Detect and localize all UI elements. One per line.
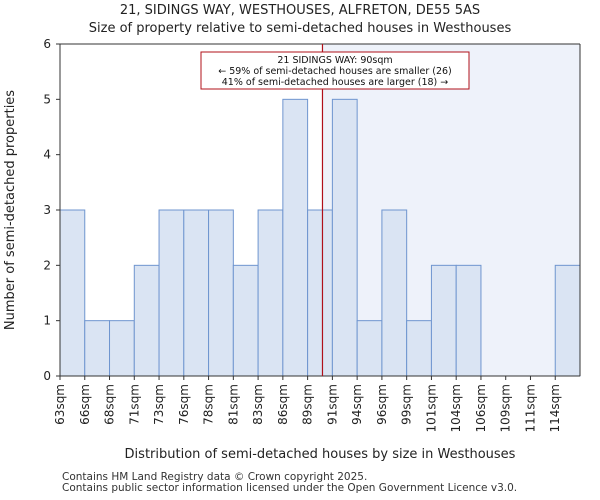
x-axis-label: Distribution of semi-detached houses by … <box>125 447 516 462</box>
x-tick-label: 81sqm <box>226 384 240 425</box>
footer-line-1: Contains HM Land Registry data © Crown c… <box>62 471 368 483</box>
histogram-bar <box>406 320 432 377</box>
y-axis-label: Number of semi-detached properties <box>3 90 18 330</box>
histogram-bar <box>158 209 185 377</box>
histogram-bar <box>331 98 358 377</box>
x-tick-label: 71sqm <box>127 384 141 425</box>
histogram-bar <box>282 98 309 377</box>
x-tick-label: 86sqm <box>276 384 290 425</box>
x-tick-label: 76sqm <box>177 384 191 425</box>
x-tick-label: 63sqm <box>53 384 67 425</box>
x-tick-label: 94sqm <box>350 384 364 425</box>
x-tick-label: 73sqm <box>152 384 166 425</box>
histogram-bar <box>133 264 160 377</box>
histogram-bar <box>455 264 482 377</box>
histogram-bar <box>109 320 135 377</box>
annotation-line-2: ← 59% of semi-detached houses are smalle… <box>218 66 452 77</box>
histogram-bar <box>257 209 284 377</box>
x-tick-label: 101sqm <box>424 384 438 432</box>
y-tick-label: 5 <box>43 92 51 106</box>
x-tick-label: 96sqm <box>375 384 389 425</box>
x-tick-label: 99sqm <box>400 384 414 425</box>
x-tick-label: 91sqm <box>325 384 339 425</box>
histogram-bar <box>554 264 581 377</box>
x-tick-label: 111sqm <box>523 384 537 432</box>
footer-attribution: Contains HM Land Registry data © Crown c… <box>62 472 517 494</box>
histogram-bar <box>84 320 111 377</box>
y-tick-label: 2 <box>43 258 51 272</box>
annotation-line-1: 21 SIDINGS WAY: 90sqm <box>277 55 392 66</box>
chart-subtitle: Size of property relative to semi-detach… <box>88 21 512 36</box>
x-tick-label: 83sqm <box>251 384 265 425</box>
histogram-bar <box>307 209 333 377</box>
y-tick-label: 0 <box>43 369 51 383</box>
x-tick-label: 109sqm <box>499 384 513 432</box>
histogram-bar <box>183 209 210 377</box>
footer-line-2: Contains public sector information licen… <box>62 482 518 494</box>
x-tick-label: 78sqm <box>202 384 216 425</box>
histogram-bar <box>59 209 86 377</box>
x-tick-label: 68sqm <box>103 384 117 425</box>
histogram-bar <box>381 209 408 377</box>
histogram-bar <box>430 264 457 377</box>
x-tick-label: 114sqm <box>548 384 562 432</box>
chart-title: 21, SIDINGS WAY, WESTHOUSES, ALFRETON, D… <box>119 3 481 18</box>
x-tick-label: 104sqm <box>449 384 463 432</box>
x-tick-label: 89sqm <box>301 384 315 425</box>
y-tick-label: 3 <box>43 203 51 217</box>
histogram-bar <box>208 209 234 377</box>
y-tick-label: 1 <box>43 314 51 328</box>
annotation-box <box>200 51 470 90</box>
histogram-bar <box>356 320 383 377</box>
chart-title-block: 21, SIDINGS WAY, WESTHOUSES, ALFRETON, D… <box>0 2 600 38</box>
x-tick-label: 106sqm <box>474 384 488 432</box>
annotation-line-3: 41% of semi-detached houses are larger (… <box>222 77 449 88</box>
x-tick-label: 66sqm <box>78 384 92 425</box>
histogram-bar <box>232 264 259 377</box>
y-tick-label: 4 <box>43 148 51 162</box>
y-tick-label: 6 <box>43 37 51 51</box>
